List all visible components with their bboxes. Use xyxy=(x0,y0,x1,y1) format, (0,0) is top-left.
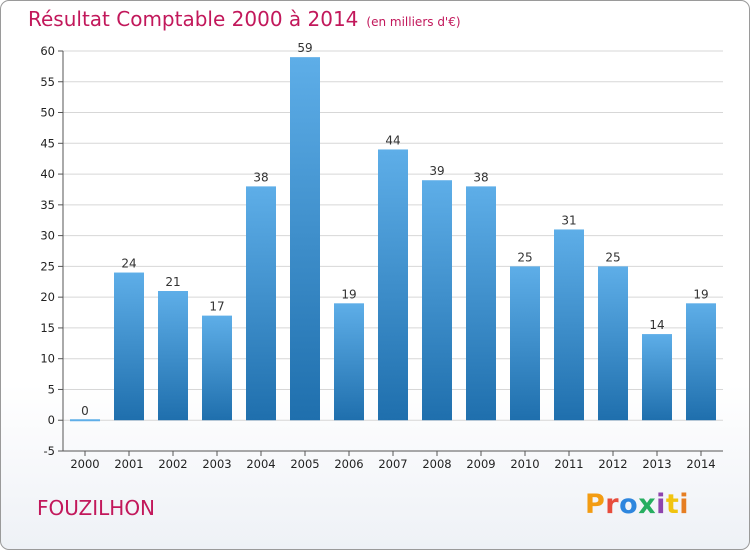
title-text: Résultat Comptable 2000 à 2014 xyxy=(28,7,359,31)
value-label-2012: 25 xyxy=(605,250,620,264)
bar-2009 xyxy=(466,186,496,421)
y-tick-label: 35 xyxy=(40,198,55,212)
value-label-2010: 25 xyxy=(517,250,532,264)
y-tick-label: 25 xyxy=(40,259,55,273)
value-label-2011: 31 xyxy=(561,213,576,227)
title-subtitle: (en milliers d'€) xyxy=(366,15,461,29)
x-tick-label-2007: 2007 xyxy=(378,457,407,471)
y-tick-label: 10 xyxy=(40,352,55,366)
y-tick-label: 40 xyxy=(40,167,55,181)
bar-2013 xyxy=(642,334,672,421)
bar-2007 xyxy=(378,149,408,421)
value-label-2002: 21 xyxy=(165,275,180,289)
x-tick-label-2012: 2012 xyxy=(598,457,627,471)
bar-2005 xyxy=(290,57,320,421)
value-label-2005: 59 xyxy=(297,41,312,55)
value-label-2000: 0 xyxy=(81,404,89,418)
y-tick-label: -5 xyxy=(44,444,55,458)
bar-2008 xyxy=(422,180,452,421)
bar-2004 xyxy=(246,186,276,421)
logo-letter: i xyxy=(679,489,690,520)
bars xyxy=(70,57,716,422)
value-label-2003: 17 xyxy=(209,300,224,314)
y-tick-label: 50 xyxy=(40,106,55,120)
bar-2001 xyxy=(114,272,144,421)
value-label-2013: 14 xyxy=(649,318,664,332)
value-label-2004: 38 xyxy=(253,170,268,184)
bar-2011 xyxy=(554,229,584,421)
bar-2012 xyxy=(598,266,628,421)
bar-2010 xyxy=(510,266,540,421)
logo-letter: r xyxy=(605,489,620,520)
y-tick-label: 20 xyxy=(40,290,55,304)
value-label-2014: 19 xyxy=(693,287,708,301)
x-tick-label-2011: 2011 xyxy=(554,457,583,471)
bar-2014 xyxy=(686,303,716,421)
x-tick-label-2008: 2008 xyxy=(422,457,451,471)
value-label-2009: 38 xyxy=(473,170,488,184)
proxiti-logo[interactable]: Proxiti xyxy=(585,489,689,520)
logo-letter: o xyxy=(619,489,639,520)
value-label-2001: 24 xyxy=(121,257,136,271)
value-label-2006: 19 xyxy=(341,287,356,301)
logo-letter: i xyxy=(656,489,666,520)
logo-letter: t xyxy=(665,489,680,520)
x-tick-label-2003: 2003 xyxy=(202,457,231,471)
x-tick-label-2000: 2000 xyxy=(70,457,99,471)
x-tick-label-2014: 2014 xyxy=(686,457,715,471)
value-label-2008: 39 xyxy=(429,164,444,178)
y-tick-label: 0 xyxy=(48,413,55,427)
commune-name: FOUZILHON xyxy=(37,496,156,520)
y-tick-label: 5 xyxy=(48,382,55,396)
value-label-2007: 44 xyxy=(385,133,400,147)
bar-2003 xyxy=(202,315,232,421)
logo-letter: P xyxy=(585,489,606,520)
y-tick-label: 30 xyxy=(40,229,55,243)
bar-2006 xyxy=(334,303,364,421)
x-tick-label-2006: 2006 xyxy=(334,457,363,471)
x-tick-label-2009: 2009 xyxy=(466,457,495,471)
y-tick-label: 60 xyxy=(40,44,55,58)
y-tick-label: 55 xyxy=(40,75,55,89)
x-tick-label-2004: 2004 xyxy=(246,457,275,471)
x-tick-label-2010: 2010 xyxy=(510,457,539,471)
labels: -5 0 5 10 15 20 25 30 35 40 45 50 55 60 0 2000 24 2001 21 2… xyxy=(40,41,715,471)
y-tick-label: 15 xyxy=(40,321,55,335)
x-tick-label-2005: 2005 xyxy=(290,457,319,471)
logo-letter: x xyxy=(638,489,657,520)
y-tick-label: 45 xyxy=(40,136,55,150)
x-tick-label-2002: 2002 xyxy=(158,457,187,471)
axes xyxy=(58,50,723,456)
chart-title: Résultat Comptable 2000 à 2014 (en millie… xyxy=(28,7,461,31)
x-tick-label-2013: 2013 xyxy=(642,457,671,471)
x-tick-label-2001: 2001 xyxy=(114,457,143,471)
bar-2002 xyxy=(158,291,188,421)
